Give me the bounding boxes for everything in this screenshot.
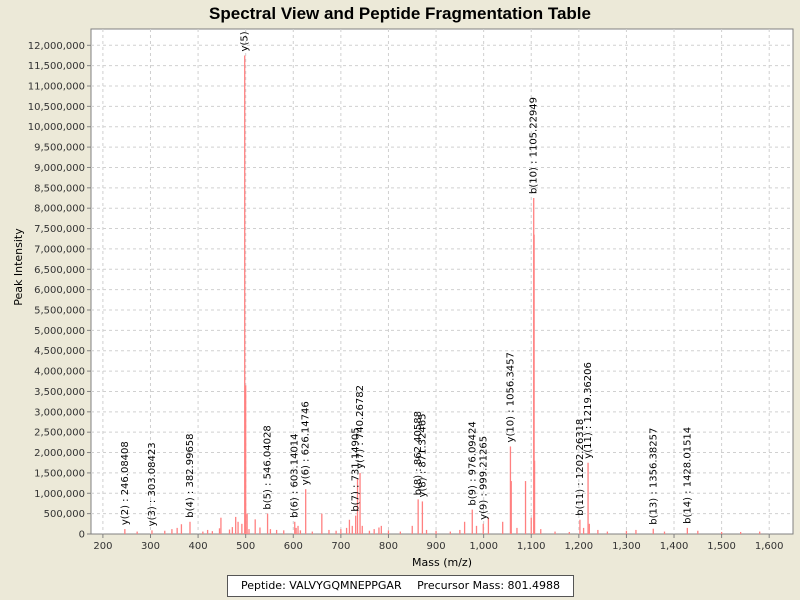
axes: 0 500,000 1,000,000 1,500,000 2,000,000 2,500… (28, 41, 784, 552)
peak-annotation: y(10) : 1056.3457 (505, 352, 516, 442)
peak-annotation: b(9) : 976.09424 (467, 421, 478, 505)
peak-annotation: b(8) : 862.40588 (413, 411, 424, 495)
y-tick-label: 1,500,000 (34, 468, 85, 479)
precursor-mass: Precursor Mass: 801.4988 (417, 579, 561, 592)
y-tick-label: 5,500,000 (34, 306, 85, 317)
x-tick-label: 1,100 (517, 541, 546, 552)
x-tick-label: 1,600 (755, 541, 784, 552)
y-tick-label: 8,500,000 (34, 183, 85, 194)
y-tick-label: 5,000,000 (34, 326, 85, 337)
y-tick-label: 12,000,000 (28, 41, 85, 52)
peak-annotation: y(8) : 871.32465 (417, 414, 428, 498)
peak-annotations: y(2) : 246.08408 y(3) : 303.08423 b(4) : 3… (120, 31, 694, 526)
y-tick-label: 7,000,000 (34, 244, 85, 255)
y-tick-label: 10,000,000 (28, 122, 85, 133)
y-tick-label: 11,000,000 (28, 82, 85, 93)
peak-annotation: b(13) : 1356.38257 (648, 428, 659, 525)
peak-annotation: y(2) : 246.08408 (120, 441, 131, 525)
x-tick-label: 500 (236, 541, 255, 552)
peak-annotation: y(7) : 740.26782 (355, 385, 366, 469)
y-tick-label: 10,500,000 (28, 102, 85, 113)
peptide-sequence: Peptide: VALVYGQMNEPPGAR (240, 579, 402, 592)
y-tick-label: 11,500,000 (28, 61, 85, 72)
peak-annotation: y(9) : 999.21265 (478, 436, 489, 520)
plot-area (90, 28, 794, 535)
peak-annotation: b(14) : 1428.01514 (682, 427, 693, 524)
peak-annotation: b(6) : 603.14014 (290, 433, 301, 517)
x-tick-label: 1,300 (612, 541, 641, 552)
y-tick-label: 9,000,000 (34, 163, 85, 174)
peak-annotation: y(6) : 626.14746 (301, 401, 312, 485)
peak-annotation: y(11) : 1219.36206 (583, 362, 594, 459)
y-tick-label: 4,500,000 (34, 346, 85, 357)
x-axis-label: Mass (m/z) (412, 556, 472, 569)
legend-box: Peptide: VALVYGQMNEPPGAR Precursor Mass:… (227, 575, 574, 597)
y-tick-label: 9,500,000 (34, 143, 85, 154)
peaks (124, 55, 761, 534)
y-tick-label: 4,000,000 (34, 367, 85, 378)
x-tick-label: 1,000 (469, 541, 498, 552)
y-tick-label: 6,000,000 (34, 285, 85, 296)
chart-title: Spectral View and Peptide Fragmentation … (209, 4, 591, 23)
y-tick-label: 8,000,000 (34, 204, 85, 215)
peak-annotation: b(5) : 546.04028 (263, 425, 274, 509)
x-tick-label: 1,400 (660, 541, 689, 552)
y-tick-label: 3,500,000 (34, 387, 85, 398)
x-tick-label: 300 (141, 541, 160, 552)
y-tick-label: 2,000,000 (34, 448, 85, 459)
peak-annotation: y(3) : 303.08423 (147, 442, 158, 526)
grid (91, 29, 793, 534)
x-tick-label: 1,500 (707, 541, 736, 552)
peak-annotation: y(5) (240, 31, 251, 51)
x-tick-label: 600 (284, 541, 303, 552)
x-tick-label: 700 (331, 541, 350, 552)
peak-annotation: b(10) : 1105.22949 (529, 97, 540, 194)
peak-annotation: b(11) : 1202.26318 (575, 419, 586, 516)
x-tick-label: 400 (189, 541, 208, 552)
y-tick-label: 3,000,000 (34, 407, 85, 418)
y-tick-label: 2,500,000 (34, 428, 85, 439)
y-tick-label: 1,000,000 (34, 489, 85, 500)
x-tick-label: 800 (379, 541, 398, 552)
y-tick-label: 0 (79, 530, 85, 541)
y-tick-label: 500,000 (44, 509, 85, 520)
y-tick-label: 7,500,000 (34, 224, 85, 235)
y-axis-label: Peak Intensity (12, 228, 25, 306)
x-tick-label: 200 (93, 541, 112, 552)
x-tick-label: 1,200 (565, 541, 594, 552)
y-tick-label: 6,500,000 (34, 265, 85, 276)
peak-annotation: b(4) : 382.99658 (185, 433, 196, 517)
x-tick-label: 900 (427, 541, 446, 552)
peak-annotation: b(7) : 731.14905 (351, 427, 362, 511)
